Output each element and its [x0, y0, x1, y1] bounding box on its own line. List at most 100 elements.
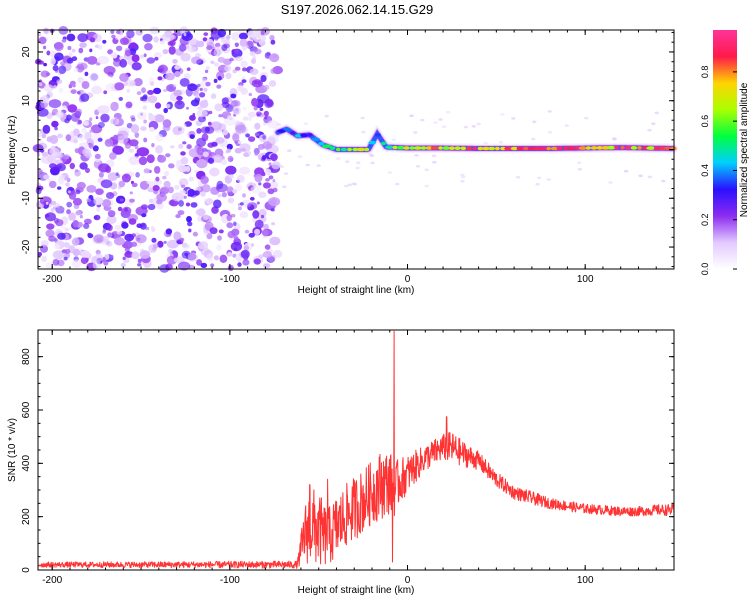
noise-speckle [38, 169, 43, 175]
noise-speckle [231, 32, 240, 41]
noise-speckle [547, 130, 553, 134]
noise-speckle [43, 62, 47, 67]
noise-speckle [67, 190, 71, 194]
noise-speckle [125, 101, 133, 109]
noise-speckle [143, 137, 148, 143]
signal-blob [630, 146, 638, 150]
noise-speckle [174, 71, 181, 78]
noise-speckle [156, 193, 168, 202]
noise-speckle [49, 145, 57, 154]
noise-speckle [248, 232, 255, 238]
noise-speckle [131, 241, 138, 247]
noise-speckle [149, 127, 155, 132]
noise-speckle [40, 155, 54, 164]
noise-speckle [227, 197, 235, 204]
noise-speckle [150, 225, 155, 231]
noise-speckle [45, 212, 56, 222]
noise-speckle [68, 212, 76, 221]
noise-speckle [178, 178, 189, 187]
noise-speckle [105, 83, 118, 92]
snr-axis-ticks: -200 -100 0 100 0 200 400 600 800 [21, 329, 675, 586]
noise-speckle [115, 172, 119, 177]
noise-speckle [196, 137, 207, 147]
noise-speckle [139, 250, 151, 259]
noise-speckle [134, 132, 140, 139]
noise-speckle [86, 185, 97, 193]
noise-speckle [43, 27, 51, 35]
noise-speckle [151, 143, 155, 148]
noise-speckle [173, 253, 178, 257]
noise-speckle [265, 178, 270, 182]
noise-speckle [97, 137, 103, 142]
noise-speckle [142, 94, 148, 100]
noise-speckle [221, 44, 228, 52]
noise-speckle [205, 81, 211, 87]
noise-speckle [78, 134, 85, 142]
noise-speckle [199, 92, 206, 98]
noise-speckle [209, 167, 220, 177]
noise-speckle [210, 263, 215, 268]
noise-speckle [126, 88, 130, 93]
noise-speckle [129, 80, 136, 87]
signal-blob [442, 146, 451, 150]
signal-blob [322, 144, 332, 148]
signal-blob [482, 146, 490, 151]
noise-speckle [235, 124, 247, 134]
noise-speckle [239, 211, 249, 219]
noise-speckle [271, 222, 276, 226]
noise-speckle [157, 240, 164, 248]
noise-speckle [69, 80, 76, 86]
noise-speckle [78, 47, 83, 54]
noise-speckle [80, 93, 90, 102]
noise-speckle [356, 161, 361, 165]
noise-speckle [117, 135, 129, 144]
signal-blob [352, 147, 359, 152]
signal-blob [460, 146, 467, 151]
noise-speckle [269, 80, 277, 87]
noise-speckle [83, 223, 90, 229]
noise-speckle [146, 57, 156, 64]
noise-speckle [203, 214, 209, 221]
signal-blob [563, 146, 568, 151]
noise-speckle [413, 131, 418, 134]
noise-speckle [647, 128, 652, 132]
signal-blob [283, 127, 291, 131]
noise-speckle [111, 34, 116, 39]
noise-speckle [60, 224, 66, 230]
noise-speckle [196, 159, 208, 169]
noise-speckle [256, 111, 262, 116]
noise-speckle [213, 62, 219, 67]
noise-speckle [98, 44, 103, 50]
noise-speckle [282, 185, 287, 189]
noise-speckle [71, 237, 80, 246]
noise-speckle [269, 236, 281, 246]
noise-speckle [72, 219, 79, 228]
signal-blob [448, 146, 455, 150]
noise-speckle [546, 178, 551, 181]
signal-blob [454, 146, 461, 150]
noise-speckle [49, 163, 57, 169]
signal-blob [295, 134, 302, 138]
noise-speckle [207, 157, 215, 164]
noise-speckle [39, 196, 52, 206]
noise-speckle [226, 222, 234, 229]
noise-speckle [137, 111, 147, 120]
noise-speckle [129, 198, 135, 203]
noise-speckle [45, 261, 54, 270]
noise-speckle [226, 115, 232, 120]
noise-speckle [476, 122, 481, 126]
noise-speckle [66, 201, 73, 208]
noise-speckle [46, 50, 51, 56]
noise-speckle [82, 148, 92, 157]
noise-speckle [270, 39, 276, 45]
noise-speckle [218, 114, 223, 118]
noise-speckle [297, 155, 303, 158]
noise-speckle [196, 259, 203, 266]
noise-speckle [165, 72, 175, 81]
noise-speckle [72, 197, 83, 206]
noise-speckle [47, 178, 52, 182]
noise-speckle [240, 87, 248, 95]
noise-speckle [102, 228, 107, 233]
noise-speckle [73, 139, 78, 144]
noise-speckle [624, 169, 629, 173]
